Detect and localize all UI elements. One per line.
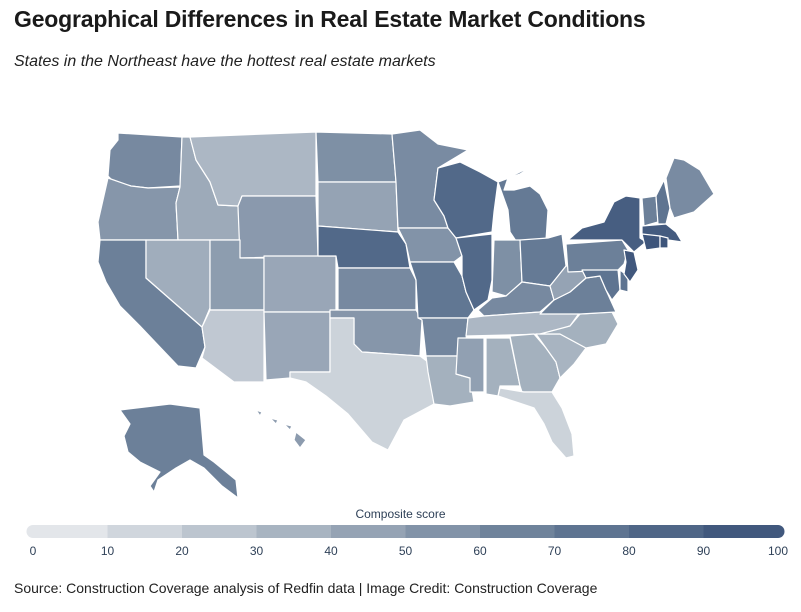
state-nd[interactable] <box>315 131 397 183</box>
legend-swatch <box>33 525 108 538</box>
color-legend: 0 10 20 30 40 50 60 70 80 90 100 <box>26 525 788 558</box>
legend-tick-label: 10 <box>101 544 115 558</box>
state-wi[interactable] <box>433 161 499 239</box>
state-wa[interactable] <box>107 132 183 189</box>
legend-swatch <box>256 525 332 538</box>
legend-tick-label: 40 <box>324 544 338 558</box>
state-ak[interactable] <box>119 403 239 499</box>
legend-tick-label: 70 <box>548 544 562 558</box>
legend-swatch <box>480 525 555 538</box>
state-fl[interactable] <box>497 387 575 459</box>
state-ct[interactable] <box>641 233 661 251</box>
state-nc[interactable] <box>539 311 619 349</box>
state-nh[interactable] <box>655 179 671 225</box>
legend-swatch <box>405 525 481 538</box>
state-tx[interactable] <box>289 317 435 451</box>
state-wy[interactable] <box>237 195 319 259</box>
state-md[interactable] <box>581 269 621 301</box>
legend-swatch <box>554 525 630 538</box>
legend-tick-label: 50 <box>399 544 413 558</box>
legend-tick-label: 60 <box>473 544 487 558</box>
chart-subtitle: States in the Northeast have the hottest… <box>14 53 436 70</box>
legend-swatch <box>629 525 704 538</box>
state-me[interactable] <box>665 157 715 219</box>
legend-cap-right <box>771 525 785 538</box>
state-il[interactable] <box>455 233 493 311</box>
state-pa[interactable] <box>565 239 629 273</box>
state-mi[interactable] <box>497 165 549 245</box>
state-ri[interactable] <box>659 235 669 249</box>
state-vt[interactable] <box>641 195 659 227</box>
legend-title: Composite score <box>355 507 446 521</box>
state-nj[interactable] <box>623 249 639 283</box>
state-ny[interactable] <box>567 195 647 253</box>
state-nm[interactable] <box>263 311 331 381</box>
source-credit: Source: Construction Coverage analysis o… <box>14 580 598 596</box>
state-hi[interactable] <box>255 409 307 449</box>
legend-tick-label: 100 <box>768 544 788 558</box>
state-ms[interactable] <box>455 337 485 393</box>
state-co[interactable] <box>263 255 337 313</box>
legend-tick-label: 0 <box>30 544 37 558</box>
us-choropleth-map <box>97 129 715 499</box>
legend-swatch <box>703 525 779 538</box>
legend-swatch <box>331 525 406 538</box>
legend-swatch <box>182 525 257 538</box>
legend-tick-label: 20 <box>175 544 189 558</box>
state-tn[interactable] <box>465 311 581 337</box>
state-or[interactable] <box>97 177 181 241</box>
state-ks[interactable] <box>337 267 417 311</box>
legend-swatch <box>107 525 183 538</box>
state-az[interactable] <box>201 309 265 383</box>
chart-title: Geographical Differences in Real Estate … <box>14 6 646 32</box>
legend-tick-label: 30 <box>250 544 264 558</box>
state-sd[interactable] <box>317 181 399 233</box>
legend-tick-label: 90 <box>697 544 711 558</box>
legend-tick-label: 80 <box>622 544 636 558</box>
